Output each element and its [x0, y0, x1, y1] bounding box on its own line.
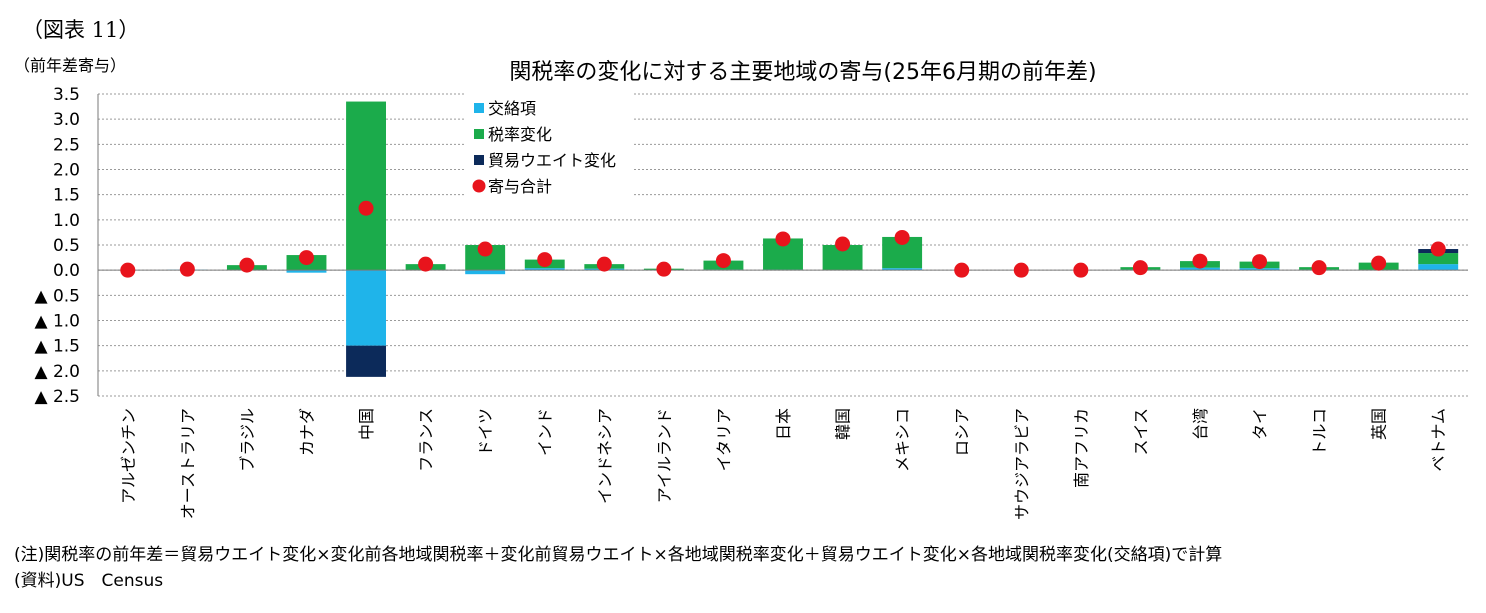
- total-marker: [1430, 241, 1446, 257]
- y-tick-label: 1.0: [53, 211, 80, 231]
- y-tick-label: ▲ 0.5: [34, 286, 80, 306]
- bar-segment: [346, 101, 386, 271]
- total-marker: [477, 241, 493, 257]
- legend-swatch: [472, 179, 486, 193]
- bar-segment: [524, 268, 565, 271]
- category-label: フランス: [417, 408, 436, 472]
- footnote: (注)関税率の前年差＝貿易ウエイト変化×変化前各地域関税率＋変化前貿易ウエイト×…: [14, 545, 1223, 565]
- total-marker: [894, 229, 910, 245]
- category-label: 台湾: [1191, 408, 1210, 440]
- y-tick-label: 1.5: [53, 186, 80, 206]
- legend-label: 交絡項: [488, 99, 536, 118]
- legend-swatch: [474, 129, 484, 139]
- total-marker: [835, 236, 851, 252]
- total-marker: [954, 262, 970, 278]
- category-label: ベトナム: [1429, 408, 1448, 472]
- y-tick-label: ▲ 1.0: [34, 312, 80, 332]
- source-note: (資料)US Census: [14, 571, 164, 591]
- y-axis-unit: （前年差寄与）: [14, 56, 127, 75]
- y-tick-label: 0.0: [53, 261, 80, 281]
- y-tick-label: 2.5: [53, 135, 80, 155]
- chart-title: 関税率の変化に対する主要地域の寄与(25年6月期の前年差): [509, 60, 1097, 85]
- total-marker: [120, 262, 136, 278]
- figure-label: （図表 11）: [22, 18, 140, 42]
- category-label: トルコ: [1310, 408, 1329, 456]
- y-tick-label: 3.0: [53, 110, 80, 130]
- total-marker: [1073, 262, 1089, 278]
- category-label: 英国: [1370, 408, 1389, 440]
- y-tick-label: ▲ 1.5: [34, 337, 80, 357]
- total-marker: [1013, 262, 1029, 278]
- legend-label: 貿易ウエイト変化: [488, 151, 616, 170]
- y-tick-label: ▲ 2.0: [34, 362, 80, 382]
- legend-swatch: [474, 103, 484, 113]
- y-tick-label: 3.5: [53, 85, 80, 105]
- category-label: ロシア: [953, 408, 972, 456]
- total-marker: [1371, 255, 1387, 271]
- total-marker: [1192, 253, 1208, 269]
- y-tick-label: ▲ 2.5: [34, 387, 80, 407]
- category-label: インド: [536, 408, 555, 456]
- category-label: スイス: [1131, 408, 1150, 456]
- total-marker: [418, 256, 434, 272]
- y-tick-label: 2.0: [53, 161, 80, 181]
- total-marker: [775, 231, 791, 247]
- category-label: 韓国: [834, 408, 853, 440]
- total-marker: [537, 252, 553, 268]
- category-label: 南アフリカ: [1072, 408, 1091, 488]
- category-label: カナダ: [297, 408, 316, 456]
- category-label: インドネシア: [595, 408, 614, 504]
- category-label: タイ: [1251, 408, 1270, 440]
- bar-segment: [882, 268, 923, 271]
- bar-segment: [1239, 268, 1280, 271]
- category-label: オーストラリア: [178, 408, 197, 519]
- bar-segment: [286, 270, 327, 273]
- y-tick-label: 0.5: [53, 236, 80, 256]
- category-label: 中国: [357, 408, 376, 440]
- total-marker: [358, 200, 374, 216]
- total-marker: [179, 261, 195, 277]
- bar-segment: [346, 345, 386, 377]
- category-label: 日本: [774, 408, 793, 440]
- legend-box: [466, 89, 634, 205]
- total-marker: [1311, 260, 1327, 276]
- total-marker: [239, 257, 255, 273]
- total-marker: [1132, 260, 1148, 276]
- category-label: サウジアラビア: [1012, 408, 1031, 520]
- total-marker: [1252, 254, 1268, 270]
- category-label: アルゼンチン: [119, 408, 138, 504]
- category-label: イタリア: [714, 408, 733, 471]
- category-label: メキシコ: [893, 408, 912, 472]
- bar-segment: [1418, 253, 1459, 265]
- category-label: アイルランド: [655, 408, 674, 503]
- legend-label: 寄与合計: [488, 177, 552, 196]
- total-marker: [656, 261, 672, 277]
- total-marker: [298, 250, 314, 266]
- total-marker: [715, 253, 731, 269]
- legend-swatch: [474, 155, 484, 165]
- bar-segment: [465, 270, 506, 275]
- total-marker: [596, 256, 612, 272]
- bar-segment: [1418, 264, 1459, 271]
- bar-segment: [346, 270, 386, 346]
- legend-label: 税率変化: [488, 125, 552, 144]
- category-label: ドイツ: [476, 408, 495, 456]
- category-label: ブラジル: [238, 408, 257, 472]
- bar-segment: [1180, 267, 1220, 271]
